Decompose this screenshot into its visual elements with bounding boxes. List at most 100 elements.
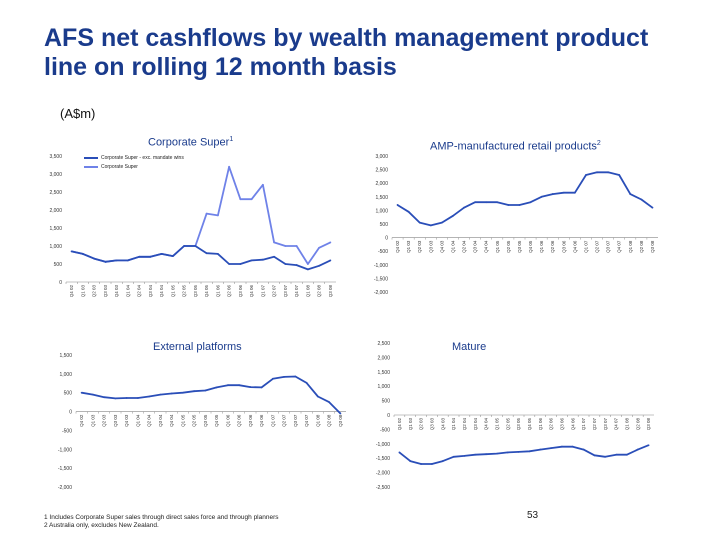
corporate-super-chart: Corporate Super1 Corporate Super - exc. … (28, 130, 368, 300)
x-tick-label: Q1 07 (583, 240, 588, 253)
x-tick-label: Q3 07 (293, 414, 298, 427)
data-point (260, 386, 263, 389)
data-point (136, 397, 139, 399)
x-tick-label: Q1 08 (624, 418, 629, 431)
data-point (496, 452, 498, 455)
data-point (80, 391, 83, 394)
data-point (571, 445, 574, 448)
data-point (193, 390, 196, 393)
x-tick-label: Q1 03 (90, 414, 95, 427)
data-point (228, 165, 231, 168)
y-tick-label: -2,000 (58, 485, 72, 491)
data-point (114, 397, 117, 400)
y-tick-label: 0 (385, 236, 388, 242)
data-point (429, 224, 432, 227)
y-tick-label: -500 (380, 427, 390, 433)
data-point (316, 395, 319, 398)
data-point (640, 198, 643, 201)
data-point (420, 463, 422, 465)
y-tick-label: 2,000 (49, 208, 62, 214)
y-tick-label: -1,500 (374, 276, 388, 282)
data-point (104, 260, 107, 263)
x-tick-label: Q4 07 (304, 414, 309, 427)
chart-legend: Corporate Super - exc. mandate wins Corp… (84, 153, 184, 171)
x-tick-label: Q1 06 (538, 418, 543, 431)
y-tick-label: 1,000 (59, 372, 72, 378)
footnote-1: 1 Includes Corporate Super sales through… (44, 514, 279, 521)
x-tick-label: Q4 06 (249, 285, 254, 298)
x-tick-label: Q4 03 (124, 414, 129, 427)
data-point (216, 214, 219, 217)
footnote: 1 Includes Corporate Super sales through… (44, 514, 279, 530)
data-point (284, 263, 287, 265)
data-point (306, 263, 309, 265)
x-tick-label: Q1 08 (628, 240, 633, 253)
data-point (528, 450, 531, 453)
x-tick-label: Q3 06 (559, 418, 564, 431)
y-tick-label: 3,500 (49, 154, 62, 160)
y-tick-label: -1,500 (376, 456, 390, 462)
x-tick-label: Q4 06 (572, 240, 577, 253)
data-point (507, 204, 510, 206)
data-point (539, 448, 542, 451)
y-tick-label: 3,000 (49, 172, 62, 178)
x-tick-label: Q4 04 (484, 240, 489, 253)
legend-swatch (84, 156, 98, 159)
x-tick-label: Q2 08 (327, 414, 332, 427)
data-point (607, 171, 610, 174)
x-tick-label: Q4 03 (114, 285, 119, 298)
x-tick-label: Q2 08 (317, 285, 322, 298)
data-point (618, 174, 621, 176)
data-point (273, 255, 276, 258)
x-tick-label: Q4 04 (484, 418, 489, 431)
data-point (126, 259, 129, 262)
y-tick-label: 500 (64, 391, 73, 397)
data-point (194, 245, 197, 247)
x-tick-label: Q4 02 (69, 285, 74, 298)
data-point (103, 396, 106, 399)
x-tick-label: Q3 07 (606, 240, 611, 253)
data-point (615, 453, 617, 456)
data-point (138, 255, 141, 258)
y-tick-label: 1,000 (49, 244, 62, 250)
mature-chart: Mature 2,500 2,000 1,500 1,000 500 0 -500 -1,00… (370, 335, 700, 495)
x-tick-label: Q3 07 (603, 418, 608, 431)
series-line (398, 444, 649, 465)
x-tick-label: Q1 07 (270, 414, 275, 427)
x-tick-label: Q1 03 (80, 285, 85, 298)
data-point (452, 214, 454, 217)
data-point (159, 393, 162, 396)
data-point (418, 221, 421, 224)
data-point (396, 204, 399, 206)
data-point (452, 455, 455, 458)
y-tick-label: 500 (54, 262, 63, 268)
x-tick-label: Q3 06 (561, 240, 566, 253)
unit-label: (A$m) (60, 106, 96, 121)
x-tick-label: Q3 05 (203, 414, 208, 427)
x-tick-label: Q4 06 (570, 418, 575, 431)
x-tick-label: Q4 05 (214, 414, 219, 427)
data-point (441, 460, 444, 462)
data-point (273, 241, 276, 244)
data-point (115, 259, 118, 262)
legend-label: Corporate Super - exc. mandate wins (101, 154, 184, 161)
x-tick-label: Q2 06 (550, 240, 555, 253)
data-point (506, 451, 509, 454)
data-point (318, 264, 321, 267)
y-tick-label: 500 (380, 222, 389, 228)
data-point (284, 245, 287, 247)
y-tick-label: 1,000 (377, 384, 390, 390)
data-point (585, 174, 587, 176)
data-point (517, 450, 520, 453)
y-tick-label: -2,500 (376, 485, 390, 491)
y-tick-label: 1,500 (59, 353, 72, 359)
x-tick-label: Q2 04 (462, 240, 467, 253)
legend-label: Corporate Super (101, 163, 138, 170)
data-point (463, 206, 465, 209)
data-point (529, 201, 532, 204)
data-point (562, 191, 565, 194)
x-tick-label: Q1 04 (135, 414, 140, 427)
data-point (540, 195, 543, 198)
x-tick-label: Q2 06 (237, 414, 242, 427)
x-tick-label: Q3 08 (328, 285, 333, 298)
